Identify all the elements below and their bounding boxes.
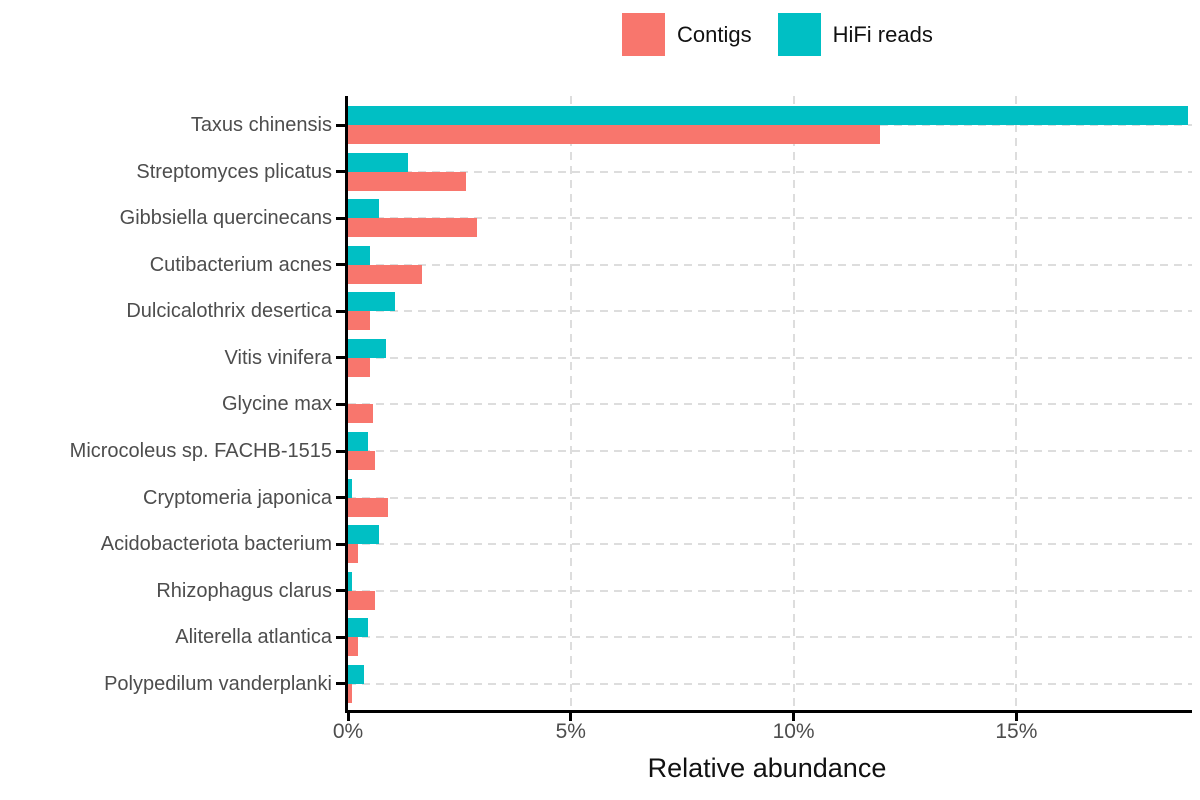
contigs-bar — [348, 311, 371, 331]
contigs-bar — [348, 218, 478, 238]
x-axis-tick-label: 0% — [332, 720, 364, 743]
hifi-reads-bar — [348, 292, 395, 312]
horizontal-gridline — [348, 496, 1192, 499]
horizontal-gridline — [348, 263, 1192, 266]
x-axis-tick-label: 15% — [995, 720, 1038, 743]
vertical-gridline — [1015, 96, 1018, 710]
y-axis-tick — [336, 402, 345, 406]
x-axis-tick-label: 10% — [772, 720, 815, 743]
y-axis-tick — [336, 589, 345, 593]
horizontal-gridline — [348, 217, 1192, 220]
horizontal-gridline — [348, 170, 1192, 173]
y-axis-label: Dulcicalothrix desertica — [126, 300, 332, 323]
contigs-bar — [348, 637, 358, 657]
y-axis-tick — [336, 356, 345, 360]
y-axis-label: Acidobacteriota bacterium — [100, 533, 332, 556]
horizontal-gridline — [348, 682, 1192, 685]
y-axis-label: Taxus chinensis — [190, 114, 332, 136]
contigs-bar — [348, 264, 422, 284]
contigs-bar — [348, 451, 375, 471]
vertical-gridline — [792, 96, 795, 710]
y-axis-label: Streptomyces plicatus — [136, 160, 332, 183]
hifi-reads-bar — [348, 338, 386, 358]
y-axis-label: Vitis vinifera — [224, 346, 332, 369]
hifi-reads-bar — [348, 106, 1188, 125]
hifi-reads-bar — [348, 478, 353, 498]
legend-item-contigs: Contigs — [622, 13, 752, 56]
y-axis-tick — [336, 123, 345, 127]
y-axis-label: Rhizophagus clarus — [156, 579, 332, 602]
y-axis-tick — [336, 263, 345, 267]
horizontal-gridline — [348, 403, 1192, 406]
vertical-gridline — [569, 96, 572, 710]
x-axis-tick — [569, 713, 573, 721]
y-axis-tick — [336, 216, 345, 220]
y-axis-label: Cryptomeria japonica — [143, 486, 332, 509]
legend-item-hifi-reads: HiFi reads — [777, 13, 933, 56]
contigs-color-swatch — [622, 13, 665, 56]
hifi-reads-bar — [348, 664, 364, 684]
y-axis-tick — [336, 449, 345, 453]
contigs-bar — [348, 357, 371, 377]
contigs-bar — [348, 171, 467, 191]
hifi-reads-bar — [348, 152, 409, 172]
y-axis-label: Polypedilum vanderplanki — [104, 672, 332, 695]
hifi-reads-bar — [348, 571, 352, 591]
hifi-reads-bar — [348, 618, 369, 638]
y-axis-label: Cutibacterium acnes — [149, 253, 332, 276]
horizontal-gridline — [348, 589, 1192, 592]
contigs-bar — [348, 125, 881, 144]
horizontal-gridline — [348, 450, 1192, 453]
y-axis-tick — [336, 635, 345, 639]
x-axis-tick — [792, 713, 796, 721]
y-axis-tick — [336, 542, 345, 546]
x-axis-tick — [346, 713, 350, 721]
horizontal-gridline — [348, 636, 1192, 639]
hifi-reads-bar — [348, 199, 380, 219]
contigs-bar — [348, 497, 389, 517]
y-axis-label: Microcoleus sp. FACHB-1515 — [69, 440, 332, 463]
contigs-bar — [348, 683, 353, 703]
contigs-bar — [348, 404, 373, 424]
hifi-reads-bar — [348, 432, 369, 452]
x-axis-tick-label: 5% — [555, 720, 586, 743]
contigs-bar — [348, 544, 358, 564]
y-axis-tick — [336, 309, 345, 313]
y-axis-tick — [336, 682, 345, 686]
hifi-reads-bar — [348, 525, 380, 545]
contigs-bar — [348, 590, 375, 610]
y-axis-tick — [336, 170, 345, 174]
horizontal-gridline — [348, 543, 1192, 546]
plot-area — [345, 96, 1192, 713]
y-axis-tick — [336, 496, 345, 500]
hifi-reads-bar — [348, 245, 371, 265]
y-axis-label: Gibbsiella quercinecans — [119, 207, 332, 230]
chart-legend: Contigs HiFi reads — [622, 13, 933, 56]
legend-label-contigs: Contigs — [677, 21, 752, 47]
hifi-reads-color-swatch — [777, 13, 821, 56]
horizontal-gridline — [348, 310, 1192, 313]
horizontal-gridline — [348, 356, 1192, 359]
y-axis-label: Aliterella atlantica — [175, 626, 332, 649]
x-axis-title: Relative abundance — [647, 753, 887, 783]
y-axis-label: Glycine max — [221, 393, 332, 416]
legend-label-hifi-reads: HiFi reads — [832, 21, 933, 47]
x-axis-tick — [1014, 713, 1018, 721]
